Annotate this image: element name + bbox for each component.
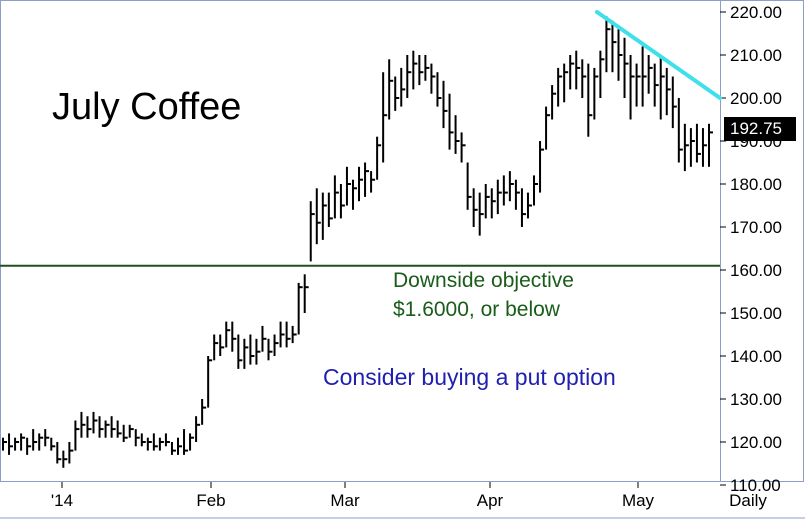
y-tick-label: 140.00 bbox=[730, 347, 782, 366]
y-tick-label: 110.00 bbox=[730, 476, 781, 495]
downside-objective-line2: $1.6000, or below bbox=[393, 298, 560, 321]
y-tick-label: 170.00 bbox=[730, 218, 782, 237]
y-tick-label: 130.00 bbox=[730, 390, 782, 409]
y-tick-label: 210.00 bbox=[730, 46, 782, 65]
x-tick-label: Daily bbox=[729, 491, 767, 510]
y-axis: 220.00210.00200.00190.00180.00170.00160.… bbox=[720, 3, 782, 495]
y-tick-label: 180.00 bbox=[730, 175, 782, 194]
y-tick-label: 220.00 bbox=[730, 3, 782, 22]
x-tick-label: Apr bbox=[477, 491, 504, 510]
x-axis: '14 Feb Mar Apr May Daily bbox=[51, 482, 767, 510]
price-axis-border bbox=[720, 0, 804, 482]
trendline-segment bbox=[595, 10, 722, 100]
y-tick-label: 160.00 bbox=[730, 261, 782, 280]
downside-objective-annotation: Downside objective $1.6000, or below bbox=[393, 266, 574, 324]
y-tick-label: 200.00 bbox=[730, 89, 782, 108]
x-tick-label: Mar bbox=[330, 491, 360, 510]
plot-area-border bbox=[0, 0, 721, 482]
ohlc-bars bbox=[2, 16, 713, 468]
last-price-badge: 192.75 bbox=[724, 117, 796, 141]
x-tick-label: '14 bbox=[51, 491, 73, 510]
downside-objective-line1: Downside objective bbox=[393, 269, 574, 292]
x-tick-label: Feb bbox=[196, 491, 225, 510]
y-tick-label: 150.00 bbox=[730, 304, 782, 323]
put-option-annotation: Consider buying a put option bbox=[323, 364, 616, 390]
chart-title: July Coffee bbox=[52, 86, 242, 128]
downtrend-line bbox=[595, 10, 722, 100]
y-tick-label: 120.00 bbox=[730, 433, 782, 452]
x-tick-label: May bbox=[622, 491, 655, 510]
